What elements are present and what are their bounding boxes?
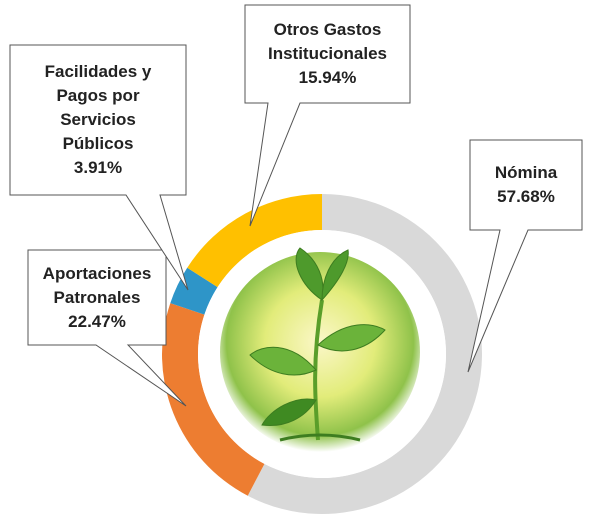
category-label: Otros Gastos Institucionales <box>267 20 388 63</box>
data-label: Facilidades y Pagos por Servicios Públic… <box>10 60 186 180</box>
callout-box <box>9 44 189 291</box>
plant-image <box>220 252 420 452</box>
value-label: 3.91% <box>73 158 123 177</box>
plant <box>249 247 386 442</box>
callout-box <box>244 4 411 227</box>
donut-segment <box>162 303 265 496</box>
data-label: Otros Gastos Institucionales 15.94% <box>245 18 410 90</box>
donut-segment <box>187 194 322 288</box>
category-label: Facilidades y Pagos por Servicios Públic… <box>44 62 152 153</box>
value-label: 57.68% <box>497 187 555 206</box>
data-label: Aportaciones Patronales 22.47% <box>28 262 166 334</box>
donut <box>162 194 483 514</box>
donut-segment <box>247 194 483 514</box>
value-label: 15.94% <box>298 68 357 87</box>
data-label: Nómina 57.68% <box>470 161 582 209</box>
category-label: Nómina <box>494 163 558 182</box>
value-label: 22.47% <box>68 311 126 331</box>
callout-box <box>27 249 187 407</box>
callout-box <box>467 139 583 373</box>
category-label: Aportaciones Patronales <box>42 263 152 307</box>
callouts <box>9 4 583 407</box>
